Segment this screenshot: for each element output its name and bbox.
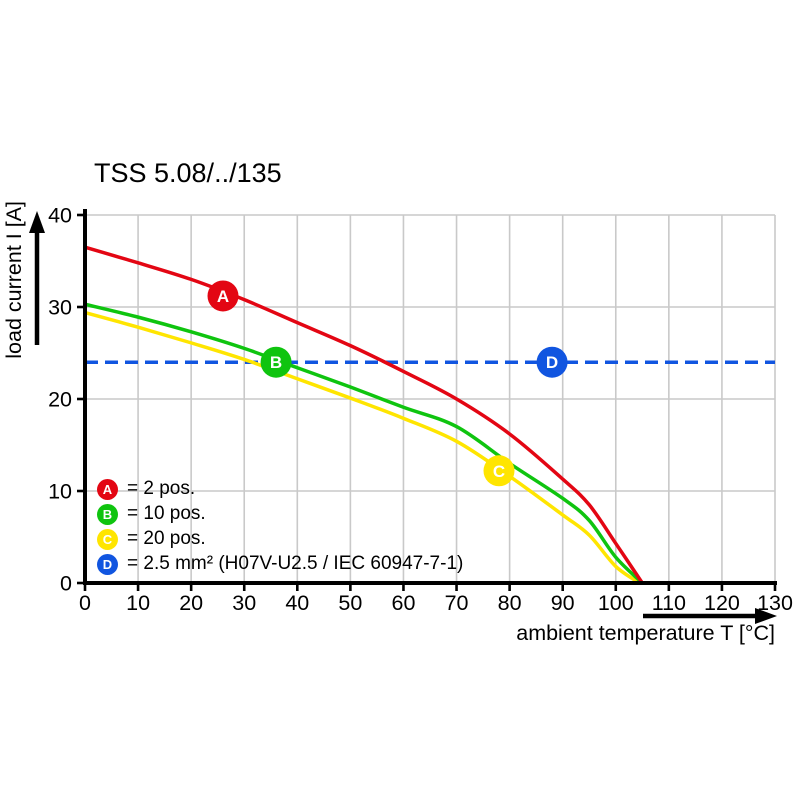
x-tick-label: 40 <box>285 591 309 615</box>
x-tick-label: 30 <box>232 591 256 615</box>
legend-item-a: A = 2 pos. <box>97 478 463 500</box>
series-c-letter: C <box>102 531 113 547</box>
series-a-dot-icon: A <box>97 478 118 500</box>
y-tick-label: 30 <box>48 296 72 320</box>
x-tick-label: 100 <box>598 591 634 615</box>
chart-title: TSS 5.08/../135 <box>94 158 282 188</box>
series-a-letter: A <box>102 481 113 497</box>
curve-c <box>84 310 641 585</box>
x-tick-label: 110 <box>652 591 686 615</box>
marker-d <box>536 346 568 378</box>
x-tick-label: 120 <box>704 591 740 615</box>
x-tick-label: 50 <box>338 591 362 615</box>
x-tick-label: 10 <box>126 591 150 615</box>
series-d-letter: D <box>102 556 113 572</box>
curve-b <box>84 302 644 585</box>
legend-label-d: = 2.5 mm² (H07V-U2.5 / IEC 60947-7-1) <box>127 553 464 574</box>
x-tick-label: 80 <box>498 591 522 615</box>
marker-a <box>207 280 239 312</box>
marker-d-letter: D <box>546 353 558 372</box>
legend-label-a: = 2 pos. <box>127 478 196 499</box>
legend-label-b: = 10 pos. <box>127 503 206 524</box>
x-tick-label: 60 <box>392 591 416 615</box>
y-axis-arrowhead-icon <box>29 211 45 233</box>
marker-b-letter: B <box>270 353 282 372</box>
marker-c <box>483 455 515 487</box>
y-tick-label: 40 <box>48 204 72 228</box>
y-tick-label: 10 <box>48 480 72 504</box>
series-d-dot-icon: D <box>97 553 118 575</box>
series-b-letter: B <box>102 506 113 522</box>
marker-b <box>260 346 292 378</box>
x-axis-arrowhead-icon <box>755 608 777 624</box>
series-b-dot-icon: B <box>97 503 118 525</box>
curve-a <box>84 245 644 584</box>
y-tick-label: 0 <box>60 572 72 596</box>
x-tick-label: 70 <box>445 591 469 615</box>
legend-item-c: C = 20 pos. <box>97 528 463 550</box>
marker-c-letter: C <box>493 462 505 481</box>
x-axis-label: ambient temperature T [°C] <box>516 621 775 645</box>
marker-a-letter: A <box>217 287 229 306</box>
legend-item-b: B = 10 pos. <box>97 503 463 525</box>
x-tick-label: 0 <box>79 591 91 615</box>
chart-legend: A = 2 pos. B = 10 pos. C = 20 pos. D = 2… <box>97 478 463 578</box>
x-tick-label: 20 <box>179 591 203 615</box>
y-tick-label: 20 <box>48 388 72 412</box>
x-tick-label: 90 <box>551 591 575 615</box>
legend-item-d: D = 2.5 mm² (H07V-U2.5 / IEC 60947-7-1) <box>97 553 463 575</box>
legend-label-c: = 20 pos. <box>127 528 206 549</box>
series-c-dot-icon: C <box>97 528 118 550</box>
